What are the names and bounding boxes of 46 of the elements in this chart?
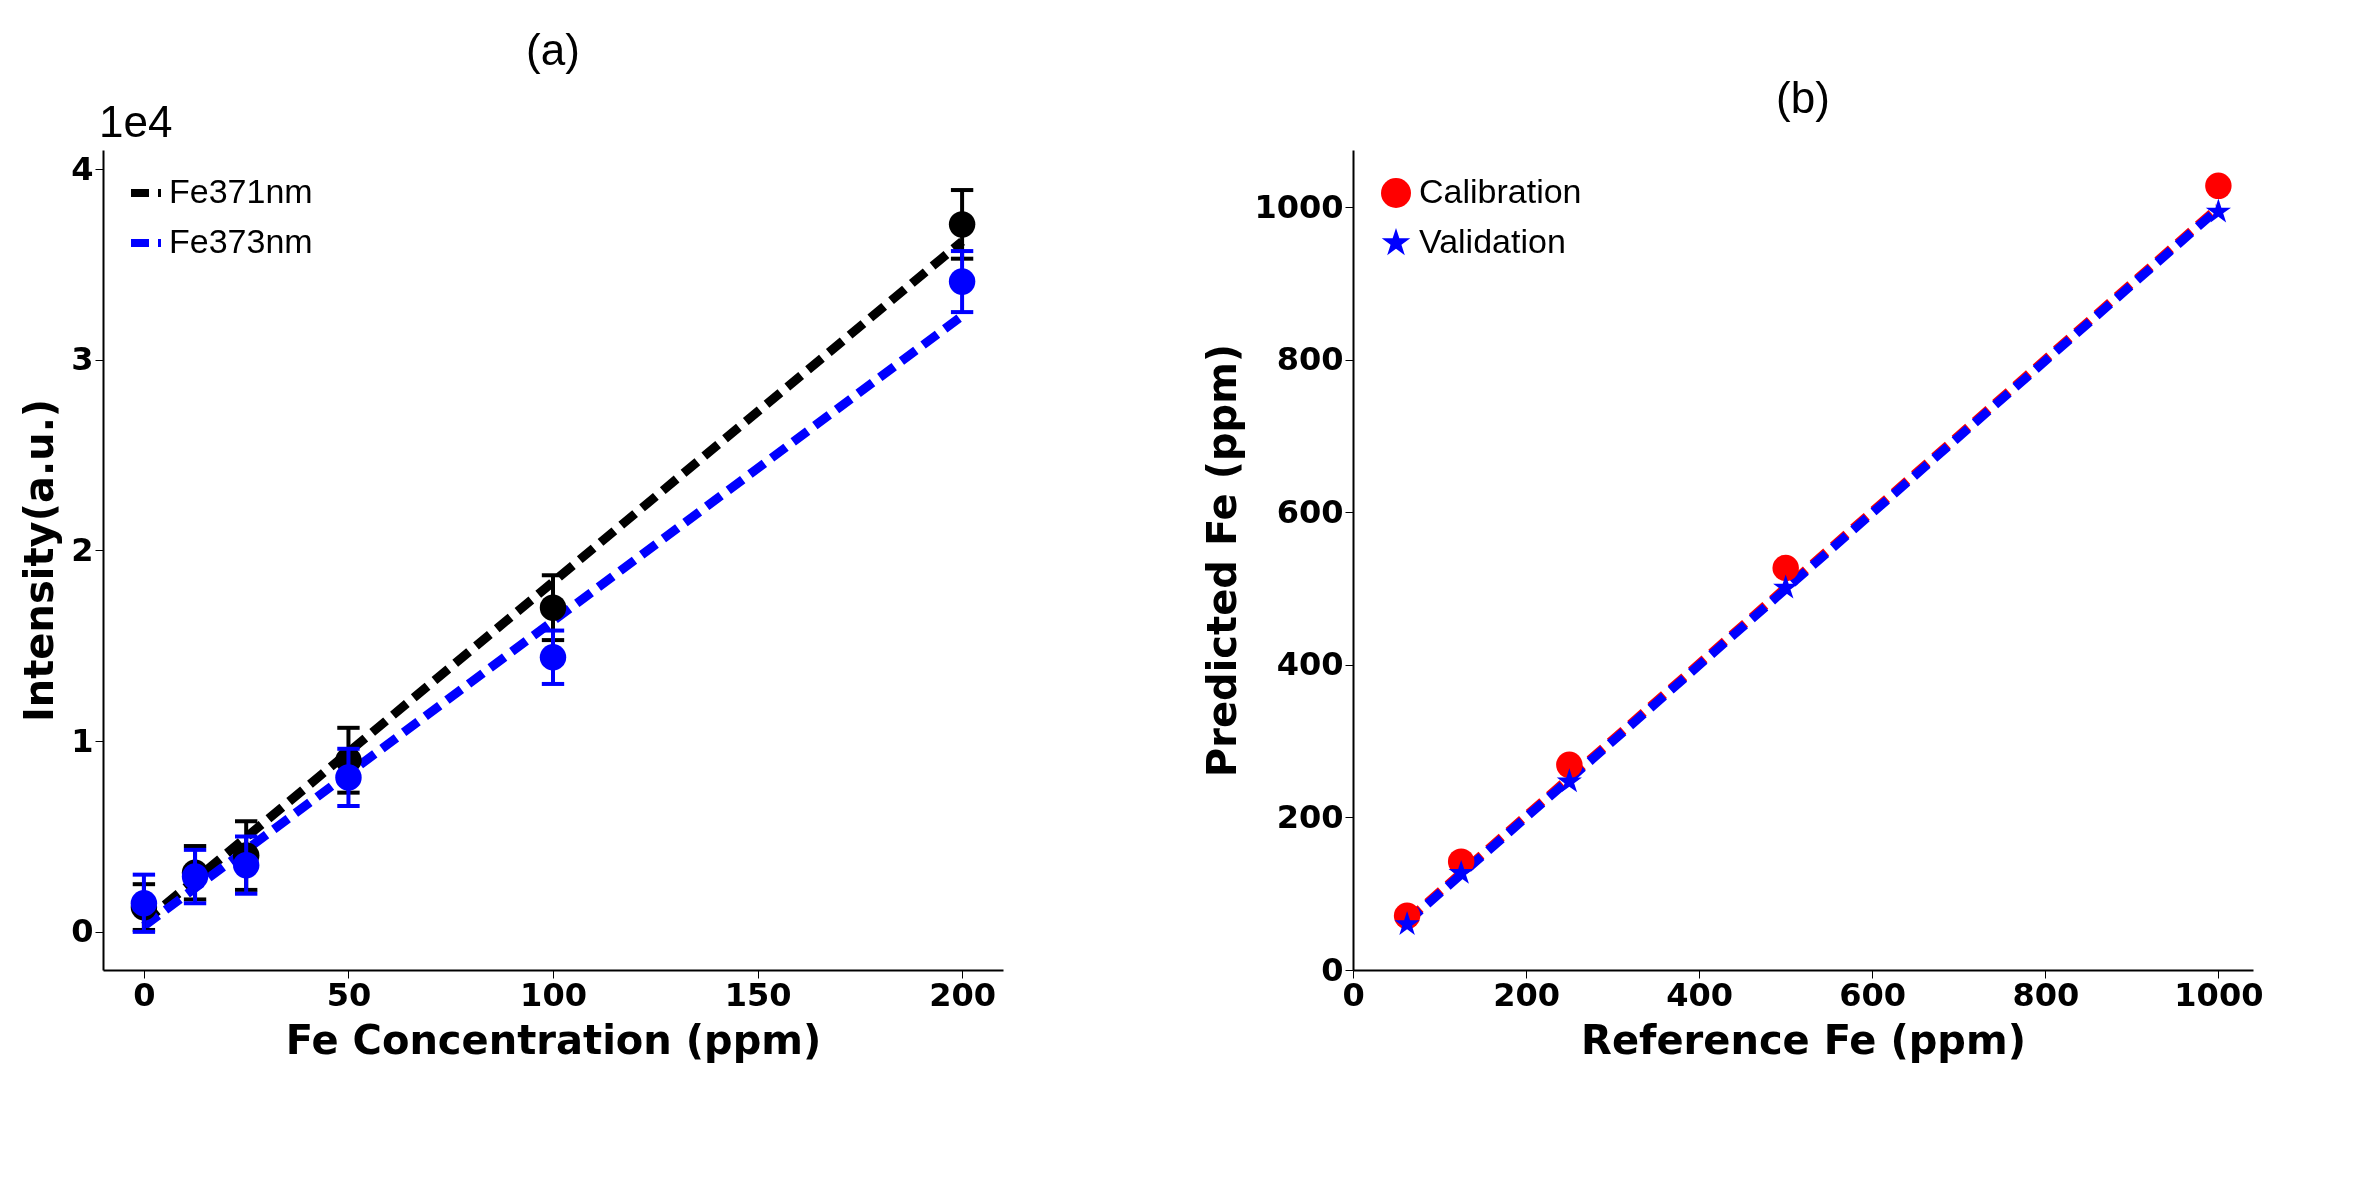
y-tick-label: 400 bbox=[1276, 645, 1344, 684]
y-tick-label: 800 bbox=[1276, 340, 1344, 379]
point bbox=[2205, 172, 2232, 200]
legend-label: Fe371nm bbox=[169, 172, 313, 210]
point bbox=[539, 594, 567, 621]
y-tick-label: 1000 bbox=[1254, 187, 1344, 226]
point bbox=[1394, 911, 1420, 935]
y-tick-label: 2 bbox=[71, 530, 94, 569]
y-tick-label: 1 bbox=[71, 721, 94, 760]
x-tick-label: 100 bbox=[520, 975, 587, 1014]
x-tick-label: 400 bbox=[1666, 975, 1734, 1014]
x-tick-label: 800 bbox=[2012, 975, 2080, 1014]
y-tick-label: 600 bbox=[1276, 492, 1344, 531]
x-tick-label: 200 bbox=[1493, 975, 1560, 1014]
chart-title: (b) bbox=[1776, 73, 1830, 122]
y-axis-title: Predicted Fe (ppm) bbox=[1199, 343, 1246, 778]
point bbox=[1556, 768, 1582, 793]
x-tick-label: 600 bbox=[1839, 975, 1907, 1014]
y-axis-title: Intensity(a.u.) bbox=[16, 398, 63, 723]
x-axis-title: Reference Fe (ppm) bbox=[1581, 1016, 2026, 1063]
point bbox=[539, 644, 567, 671]
point bbox=[948, 268, 976, 295]
point bbox=[1556, 751, 1583, 779]
legend-label: Calibration bbox=[1419, 172, 1582, 210]
y-tick-label: 3 bbox=[71, 340, 94, 379]
point bbox=[1772, 554, 1799, 582]
x-tick-label: 1000 bbox=[2174, 975, 2264, 1014]
point bbox=[1773, 574, 1799, 599]
x-tick-label: 200 bbox=[929, 975, 996, 1014]
point bbox=[1448, 859, 1474, 884]
point bbox=[232, 851, 260, 879]
text: 1e4 bbox=[99, 97, 173, 146]
point bbox=[948, 211, 976, 238]
legend-label: Fe373nm bbox=[169, 222, 313, 260]
legend-label: Validation bbox=[1419, 222, 1566, 260]
point bbox=[335, 764, 362, 791]
y-tick-label: 0 bbox=[1321, 950, 1344, 989]
x-tick-label: 0 bbox=[133, 975, 156, 1014]
y-tick-label: 200 bbox=[1276, 797, 1344, 836]
chart-title: (a) bbox=[526, 25, 580, 74]
x-axis-title: Fe Concentration (ppm) bbox=[285, 1016, 822, 1063]
y-tick-label: 0 bbox=[71, 912, 94, 951]
y-tick-label: 4 bbox=[71, 149, 94, 188]
x-tick-label: 50 bbox=[326, 975, 372, 1014]
x-tick-label: 150 bbox=[724, 975, 792, 1014]
point bbox=[2205, 198, 2231, 223]
